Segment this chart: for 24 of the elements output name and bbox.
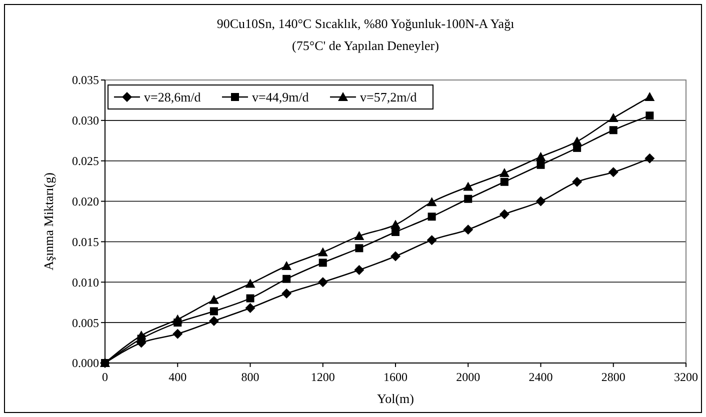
y-tick-label: 0.015 xyxy=(72,234,99,249)
x-tick-label: 400 xyxy=(168,370,187,384)
legend-label: v=28,6m/d xyxy=(144,90,202,105)
chart-title: 90Cu10Sn, 140°C Sıcaklık, %80 Yoğunluk-100N-A Yağı xyxy=(216,16,515,31)
y-tick-label: 0.020 xyxy=(72,194,99,208)
x-axis-title: Yol(m) xyxy=(377,391,414,406)
chart-subtitle: (75°C' de Yapılan Deneyler) xyxy=(292,38,439,53)
y-tick-label: 0.025 xyxy=(72,154,99,168)
x-tick-label: 2800 xyxy=(601,370,626,384)
x-tick-label: 1200 xyxy=(310,370,335,384)
y-tick-label: 0.010 xyxy=(72,275,99,290)
x-tick-label: 3200 xyxy=(674,370,698,384)
legend-label: v=44,9m/d xyxy=(252,90,310,105)
legend-label: v=57,2m/d xyxy=(360,90,418,105)
x-tick-label: 1600 xyxy=(384,370,408,384)
x-tick-label: 800 xyxy=(241,370,260,384)
y-tick-label: 0.005 xyxy=(72,316,99,330)
y-axis-title: Aşınma Miktarı(g) xyxy=(41,172,56,270)
x-tick-label: 2000 xyxy=(456,370,480,384)
x-tick-label: 0 xyxy=(102,370,108,384)
y-tick-label: 0.035 xyxy=(72,73,99,88)
y-tick-label: 0.030 xyxy=(72,114,99,128)
y-tick-label: 0.000 xyxy=(72,356,99,370)
x-tick-label: 2400 xyxy=(528,370,553,384)
